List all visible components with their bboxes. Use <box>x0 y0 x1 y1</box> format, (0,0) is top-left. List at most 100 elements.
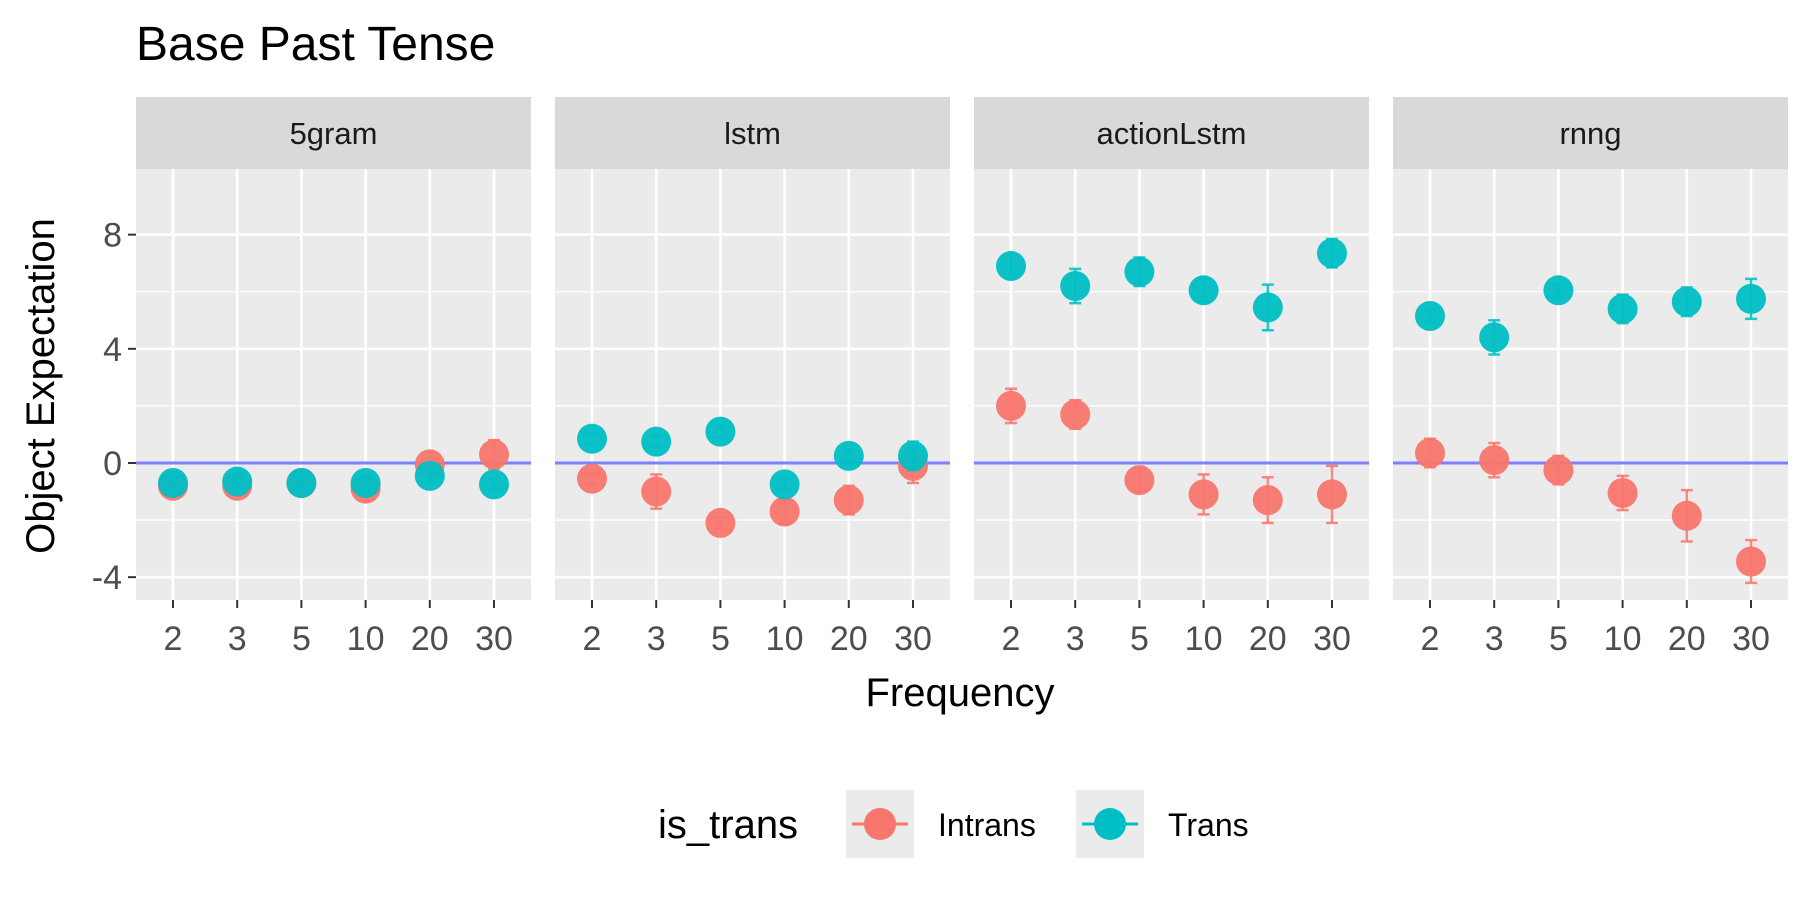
strip-label: lstm <box>724 116 781 151</box>
data-point <box>1188 479 1219 510</box>
legend-label: Intrans <box>938 807 1036 843</box>
data-point <box>1479 445 1510 476</box>
chart-title: Base Past Tense <box>136 18 495 71</box>
legend-item-intrans: Intrans <box>846 790 1036 858</box>
data-point <box>833 485 864 516</box>
data-point <box>769 469 800 500</box>
x-tick-label: 5 <box>1130 620 1149 658</box>
series-intrans <box>1415 437 1766 585</box>
x-tick-label: 3 <box>1485 620 1504 658</box>
data-point <box>1317 238 1347 269</box>
x-tick-label: 20 <box>830 620 868 658</box>
data-point <box>1060 271 1091 302</box>
x-tick-label: 2 <box>1421 620 1440 658</box>
strip-actionLstm <box>974 97 1369 169</box>
data-point <box>898 440 928 471</box>
panel-background <box>555 169 950 600</box>
panel-background <box>974 169 1369 600</box>
data-point <box>1607 477 1638 508</box>
y-axis-title: Object Expectation <box>19 218 63 554</box>
data-point <box>350 467 381 498</box>
data-point <box>1060 399 1091 430</box>
x-tick-label: 3 <box>228 620 247 658</box>
strip-lstm <box>555 97 950 169</box>
x-tick-label: 5 <box>292 620 311 658</box>
data-point <box>1252 485 1283 516</box>
series-trans <box>158 460 509 500</box>
data-point <box>1252 292 1283 323</box>
x-tick-label: 10 <box>766 620 804 658</box>
x-tick-label: 10 <box>347 620 385 658</box>
x-tick-label: 3 <box>1066 620 1085 658</box>
x-tick-label: 2 <box>583 620 602 658</box>
x-tick-label: 10 <box>1185 620 1223 658</box>
series-trans <box>996 237 1347 332</box>
data-point <box>479 439 509 470</box>
series-trans <box>577 416 928 500</box>
data-point <box>1671 286 1702 317</box>
panel-lstm: lstm 2 3 5 10 20 30 <box>555 97 950 658</box>
y-tick-label: 4 <box>103 331 122 369</box>
panel-rnng: rnng 2 3 5 10 20 30 <box>1393 97 1788 658</box>
strip-rnng <box>1393 97 1788 169</box>
data-point <box>577 463 607 494</box>
panel-background <box>1393 169 1788 600</box>
x-tick-label: 5 <box>711 620 730 658</box>
x-tick-label: 30 <box>1732 620 1770 658</box>
data-point <box>222 466 253 497</box>
data-point <box>479 469 509 500</box>
x-tick-label: 2 <box>1002 620 1021 658</box>
legend: is_trans Intrans Trans <box>658 790 1249 858</box>
x-tick-label: 20 <box>1249 620 1287 658</box>
y-axis: -4 0 4 8 <box>92 217 136 597</box>
data-point <box>577 423 607 454</box>
data-point <box>158 467 188 498</box>
legend-item-trans: Trans <box>1076 790 1249 858</box>
facet-panels: 5gram 2 3 5 10 20 30 lstm 2 3 5 10 20 30 actionLstm 2 3 5… <box>136 97 1788 658</box>
legend-label: Trans <box>1168 807 1249 843</box>
data-point <box>641 426 672 457</box>
data-point <box>641 476 672 507</box>
x-axis-title: Frequency <box>866 671 1055 715</box>
data-point <box>769 496 800 527</box>
x-tick-label: 5 <box>1549 620 1568 658</box>
data-point <box>833 440 864 471</box>
data-point <box>286 467 317 498</box>
y-tick-label: 0 <box>103 445 122 483</box>
data-point <box>996 251 1026 282</box>
strip-label: actionLstm <box>1097 116 1247 151</box>
strip-5gram <box>136 97 531 169</box>
strip-label: 5gram <box>290 116 378 151</box>
data-point <box>1543 275 1574 306</box>
x-tick-label: 30 <box>894 620 932 658</box>
data-point <box>1124 465 1155 496</box>
panel-background <box>136 169 531 600</box>
data-point <box>414 460 445 491</box>
data-point <box>1124 256 1155 287</box>
data-point <box>1607 293 1638 324</box>
data-point <box>1317 479 1347 510</box>
data-point <box>1415 300 1445 331</box>
data-point <box>705 507 736 538</box>
x-tick-label: 20 <box>1668 620 1706 658</box>
y-tick-label: 8 <box>103 217 122 255</box>
strip-label: rnng <box>1559 116 1621 151</box>
panel-actionLstm: actionLstm 2 3 5 10 20 30 <box>974 97 1369 658</box>
data-point <box>1543 455 1574 486</box>
data-point <box>1736 546 1766 577</box>
data-point <box>996 390 1026 421</box>
y-tick-label: -4 <box>92 559 122 597</box>
data-point <box>1415 438 1445 469</box>
data-point <box>1736 283 1766 314</box>
data-point <box>1188 275 1219 306</box>
data-point <box>1479 322 1510 353</box>
series-trans <box>1415 275 1766 356</box>
data-point <box>705 416 736 447</box>
series-intrans <box>996 387 1347 525</box>
data-point <box>1671 500 1702 531</box>
x-tick-label: 2 <box>164 620 183 658</box>
x-tick-label: 30 <box>475 620 513 658</box>
x-tick-label: 3 <box>647 620 666 658</box>
panel-5gram: 5gram 2 3 5 10 20 30 <box>136 97 531 658</box>
